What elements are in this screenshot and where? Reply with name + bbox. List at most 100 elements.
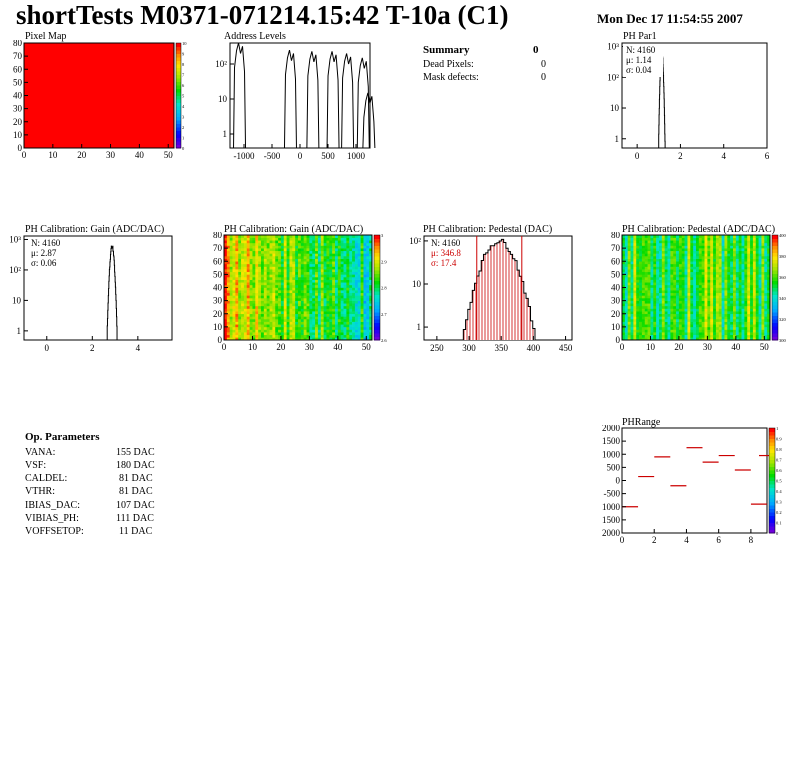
heatmap-cell: [630, 274, 634, 278]
heatmap-cell: [764, 242, 768, 246]
heatmap-cell: [704, 235, 708, 238]
heatmap-cell: [354, 284, 359, 288]
heatmap-cell: [641, 311, 646, 315]
heatmap-cell: [636, 326, 640, 330]
gain2d-chart: 0 10 20 30 40 50010203040506070802.62.72.82.9…: [213, 232, 387, 352]
heatmap-cell: [275, 313, 279, 317]
heatmap-cell: [340, 303, 344, 307]
heatmap-cell: [286, 326, 290, 330]
heatmap-cell: [261, 319, 265, 322]
heatmap-cell: [750, 245, 754, 249]
heatmap-cell: [727, 300, 731, 304]
heatmap-cell: [664, 279, 668, 283]
heatmap-cell: [727, 274, 731, 278]
heatmap-cell: [252, 292, 256, 296]
heatmap-cell: [232, 290, 236, 294]
heatmap-cell: [627, 245, 631, 249]
heatmap-cell: [704, 311, 708, 315]
heatmap-cell: [366, 321, 370, 325]
heatmap-cell: [317, 319, 322, 322]
heatmap-cell: [317, 271, 322, 275]
heatmap-cell: [298, 308, 302, 312]
heatmap-cell: [698, 266, 702, 270]
heatmap-cell: [758, 250, 762, 254]
heatmap-cell: [246, 337, 250, 341]
heatmap-cell: [670, 277, 674, 280]
heatmap-cell: [289, 326, 293, 330]
heatmap-cell: [710, 258, 714, 262]
heatmap-cell: [323, 290, 327, 294]
heatmap-cell: [263, 287, 267, 291]
heatmap-cell: [266, 277, 270, 280]
heatmap-cell: [656, 277, 660, 280]
heatmap-cell: [690, 300, 694, 304]
heatmap-cell: [306, 303, 310, 307]
heatmap-cell: [269, 324, 273, 328]
heatmap-cell: [255, 332, 259, 336]
colorbar-cell: [176, 127, 181, 131]
heatmap-cell: [300, 319, 304, 322]
heatmap-cell: [715, 303, 720, 307]
heatmap-cell: [226, 284, 230, 288]
heatmap-cell: [343, 295, 347, 299]
heatmap-cell: [641, 334, 646, 338]
heatmap-cell: [243, 334, 248, 338]
colorbar-label: 0.6: [776, 468, 782, 473]
heatmap-cell: [283, 266, 287, 270]
heatmap-cell: [724, 245, 728, 249]
heatmap-cell: [337, 305, 341, 309]
heatmap-cell: [718, 326, 722, 330]
heatmap-cell: [275, 242, 279, 246]
heatmap-cell: [346, 305, 350, 309]
heatmap-cell: [335, 258, 339, 262]
heatmap-cell: [622, 303, 626, 307]
phpar1-title: PH Par1: [623, 31, 657, 42]
heatmap-cell: [272, 253, 276, 257]
colorbar-cell: [772, 242, 778, 246]
heatmap-cell: [667, 274, 671, 278]
heatmap-cell: [269, 271, 273, 275]
heatmap-cell: [241, 295, 245, 299]
heatmap-cell: [730, 274, 734, 278]
heatmap-cell: [690, 337, 694, 341]
heatmap-cell: [758, 316, 762, 320]
heatmap-cell: [656, 237, 660, 241]
heatmap-cell: [335, 311, 339, 315]
heatmap-cell: [249, 311, 253, 315]
heatmap-cell: [320, 295, 324, 299]
heatmap-cell: [630, 313, 634, 317]
heatmap-cell: [280, 332, 285, 336]
heatmap-cell: [306, 324, 310, 328]
heatmap-cell: [661, 284, 665, 288]
heatmap-cell: [755, 324, 759, 328]
heatmap-cell: [346, 250, 350, 254]
heatmap-cell: [295, 292, 299, 296]
heatmap-cell: [667, 292, 671, 296]
heatmap-cell: [309, 266, 313, 270]
colorbar-cell: [374, 315, 380, 320]
heatmap-cell: [252, 321, 256, 325]
heatmap-cell: [354, 263, 359, 267]
heatmap-cell: [690, 292, 694, 296]
colorbar-cell: [769, 487, 775, 492]
heatmap-cell: [249, 292, 253, 296]
colorbar-cell: [772, 252, 778, 257]
heatmap-cell: [641, 290, 646, 294]
heatmap-cell: [354, 311, 359, 315]
heatmap-cell: [235, 305, 239, 309]
heatmap-cell: [241, 266, 245, 270]
heatmap-cell: [715, 235, 720, 238]
heatmap-cell: [715, 290, 720, 294]
heatmap-cell: [710, 329, 714, 333]
heatmap-cell: [280, 284, 285, 288]
stats-text: σ: 0.06: [31, 258, 57, 268]
heatmap-cell: [269, 258, 273, 262]
heatmap-cell: [630, 258, 634, 262]
heatmap-cell: [644, 269, 648, 273]
heatmap-cell: [235, 271, 239, 275]
heatmap-cell: [633, 245, 637, 249]
heatmap-cell: [639, 326, 643, 330]
heatmap-cell: [317, 279, 322, 283]
heatmap-cell: [715, 305, 720, 309]
heatmap-cell: [627, 313, 631, 317]
